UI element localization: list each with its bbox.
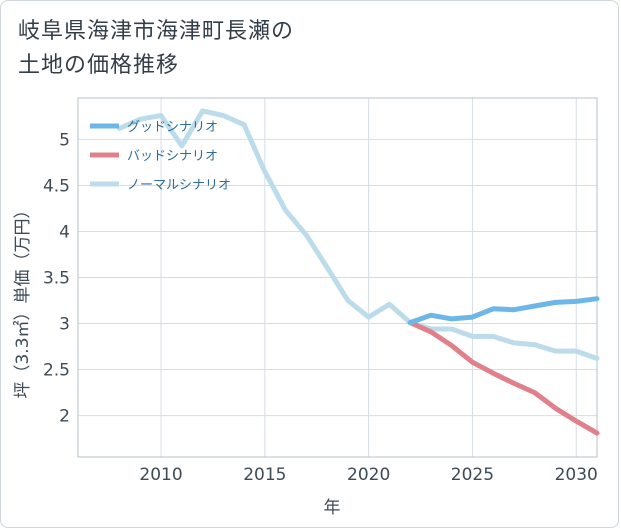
series-line-1 bbox=[407, 296, 600, 326]
y-tick-label: 2.5 bbox=[43, 361, 70, 381]
y-tick-label: 3 bbox=[59, 315, 70, 335]
x-tick-label: 2010 bbox=[139, 465, 182, 485]
series-line-3 bbox=[117, 108, 600, 361]
y-tick-label: 3.5 bbox=[43, 269, 70, 289]
x-axis-label: 年 bbox=[324, 498, 341, 518]
series-lines bbox=[117, 108, 600, 436]
y-tick-label: 4 bbox=[59, 222, 70, 242]
series-line-2 bbox=[407, 320, 600, 436]
y-tick-label: 5 bbox=[59, 130, 70, 150]
legend-label: バッドシナリオ bbox=[127, 149, 218, 164]
y-tick-label: 4.5 bbox=[43, 176, 70, 196]
y-axis-label: 坪（3.3㎡）単価（万円） bbox=[13, 201, 33, 398]
grid-lines bbox=[77, 97, 598, 458]
x-tick-label: 2025 bbox=[451, 465, 494, 485]
x-tick-label: 2020 bbox=[347, 465, 390, 485]
chart-title: 岐阜県海津市海津町長瀬の 土地の価格推移 bbox=[18, 15, 438, 83]
plot-frame bbox=[77, 97, 598, 458]
legend-label: ノーマルシナリオ bbox=[127, 178, 231, 193]
legend-label: グッドシナリオ bbox=[127, 120, 218, 135]
y-tick-label: 2 bbox=[59, 407, 70, 427]
axes: 2 2.5 3 3.5 4 4.5 5 2010 2015 2020 2025 2030 bbox=[43, 130, 598, 485]
chart-title-line2: 土地の価格推移 bbox=[18, 53, 180, 78]
x-tick-label: 2030 bbox=[555, 465, 598, 485]
chart-title-line1: 岐阜県海津市海津町長瀬の bbox=[18, 19, 295, 44]
x-tick-label: 2015 bbox=[243, 465, 286, 485]
